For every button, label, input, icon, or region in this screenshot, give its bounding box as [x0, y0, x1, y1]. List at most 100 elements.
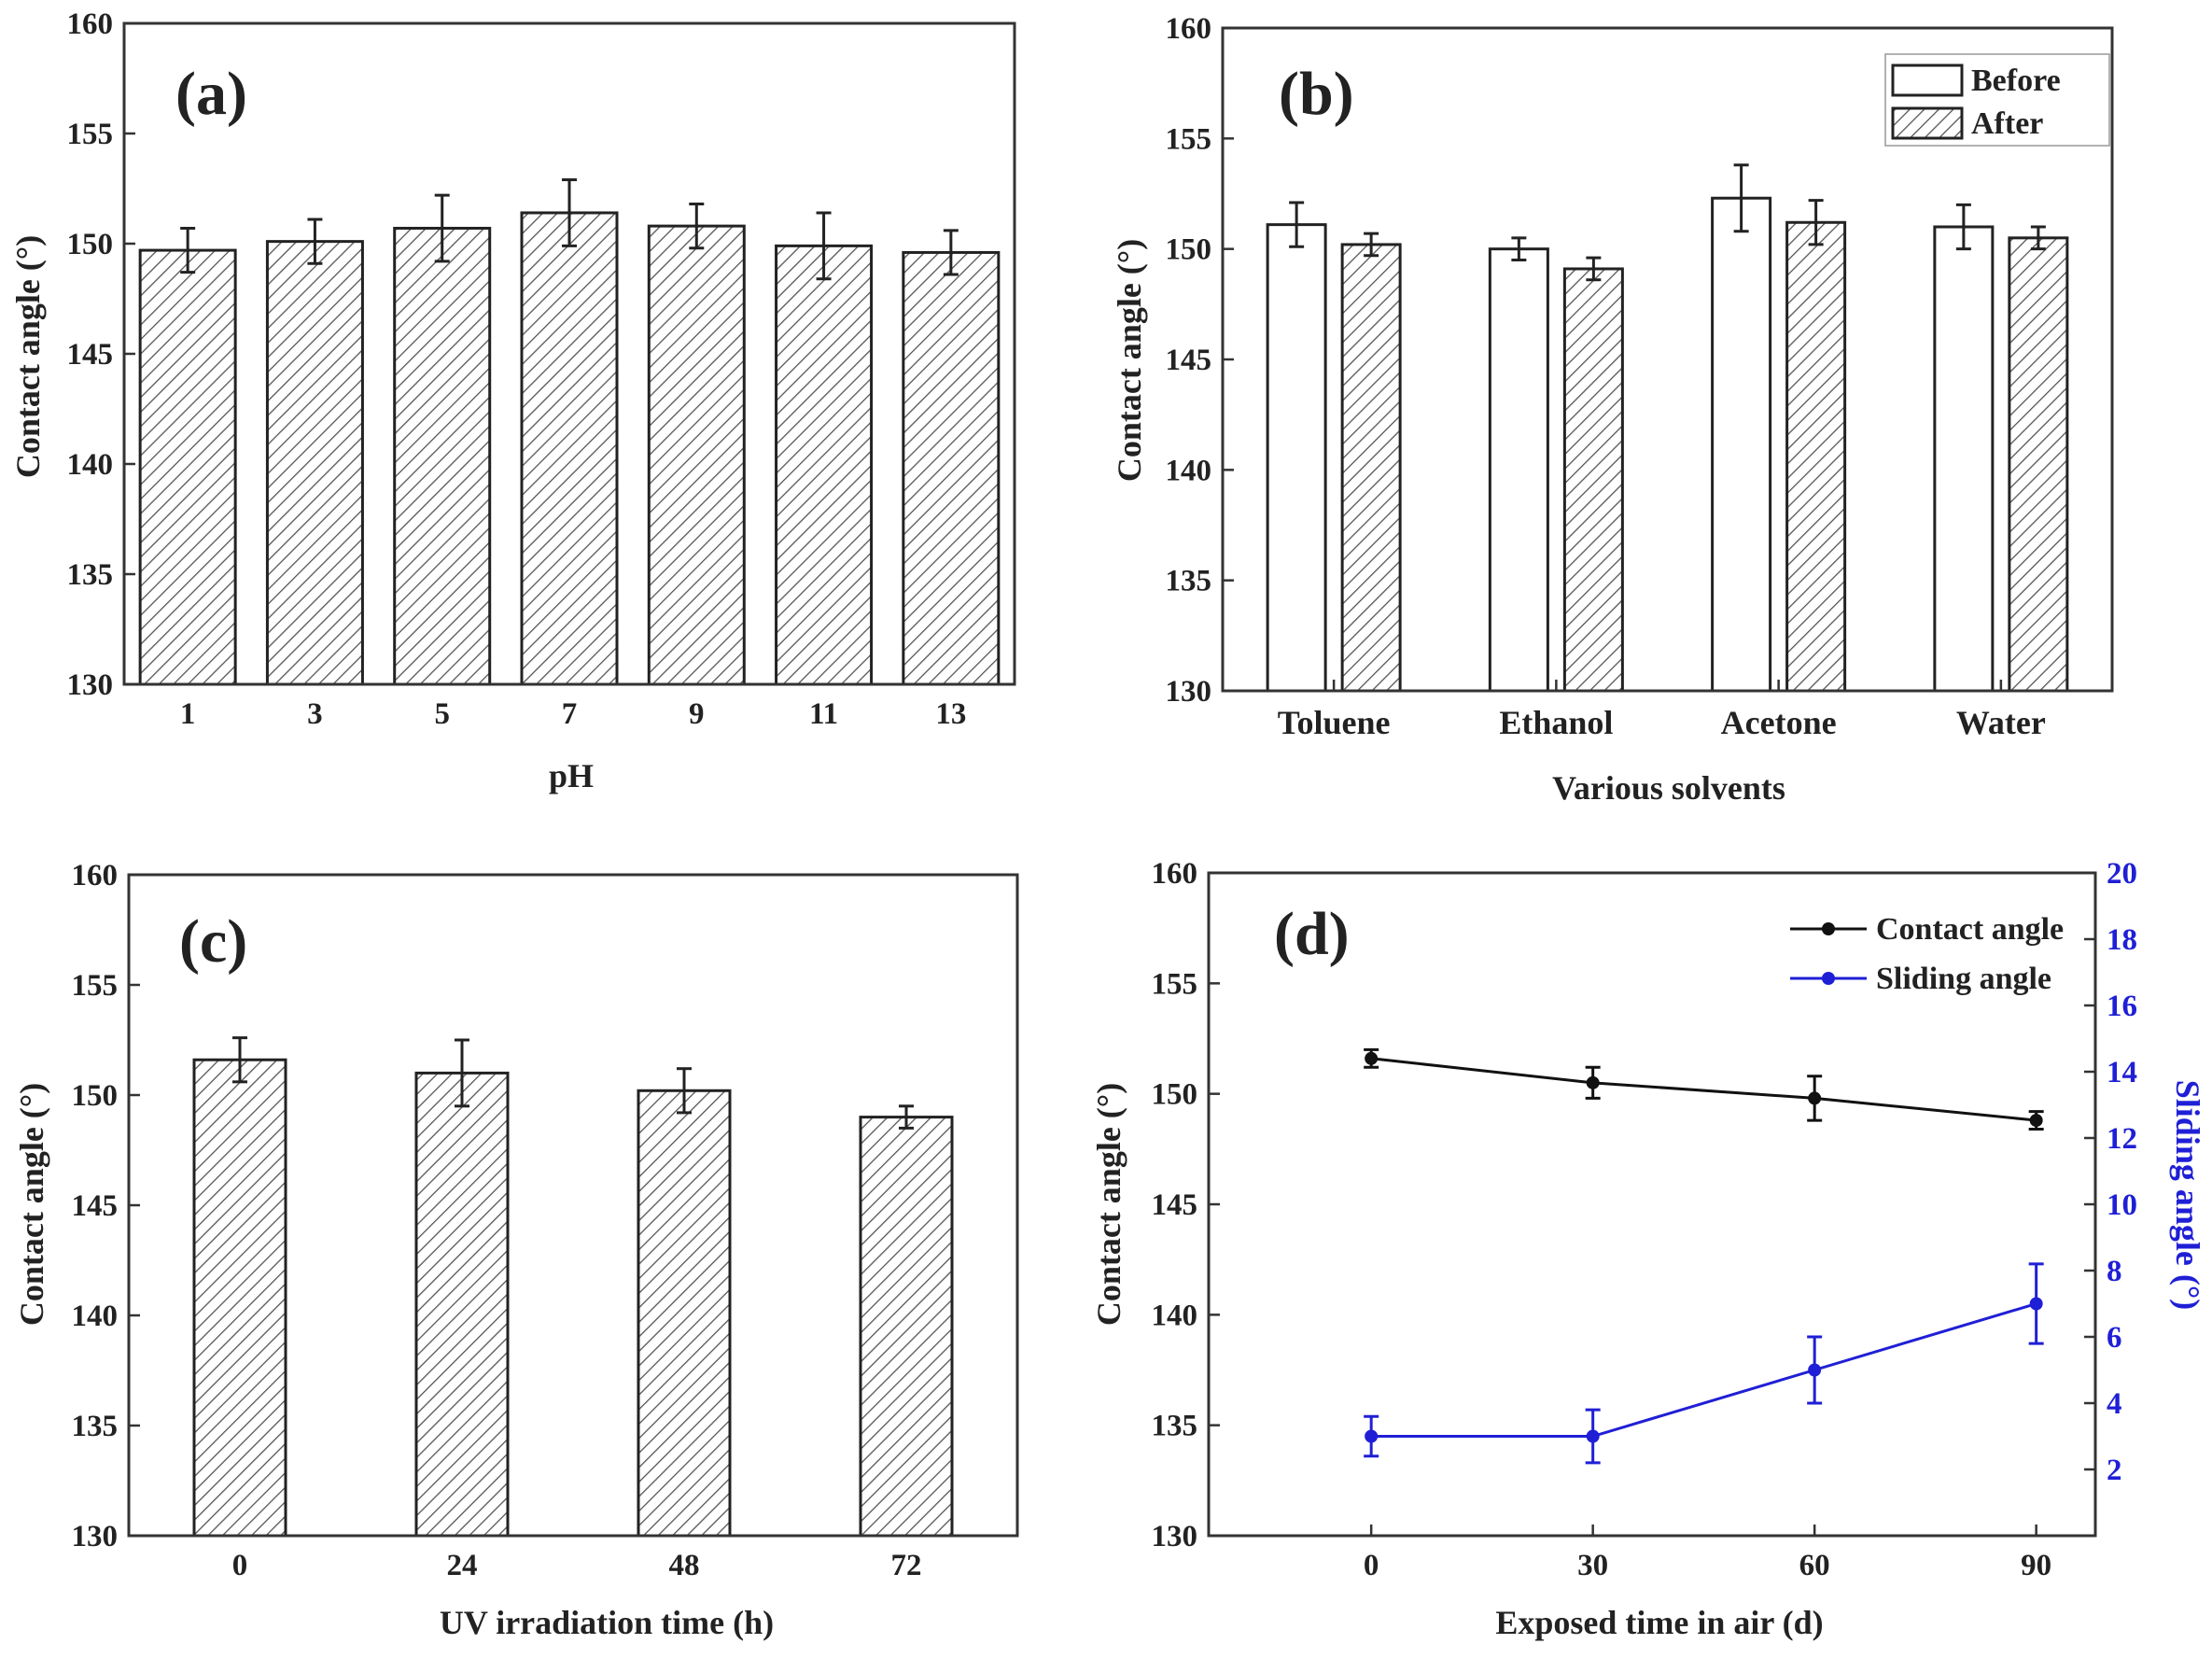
bar: [1562, 267, 1624, 693]
data-point: [1586, 1429, 1600, 1443]
x-tick-label: 72: [891, 1549, 922, 1582]
x-tick-label: 1: [180, 697, 196, 731]
y-tick-label: 135: [72, 1410, 119, 1443]
panel-b-label: (b): [1279, 60, 1354, 128]
y-tick-label: 150: [1166, 233, 1212, 267]
data-point: [2029, 1297, 2043, 1311]
y-tick-label: 155: [1166, 122, 1212, 156]
bar: [1785, 220, 1847, 693]
y-tick-label: 145: [72, 1189, 119, 1223]
panel-d-xlabel: Exposed time in air (d): [1495, 1604, 1823, 1641]
x-tick-label: 11: [809, 697, 838, 731]
panel-c-label: (c): [179, 907, 247, 976]
contact-angle-line: [1371, 1057, 2037, 1122]
plot-frame: [122, 21, 1016, 686]
data-point: [1365, 1051, 1379, 1065]
x-tick-label: 30: [1577, 1549, 1608, 1582]
plot-frame: [1221, 26, 2114, 693]
y-tick-label: 145: [67, 338, 114, 372]
y-tick-label: 150: [1152, 1078, 1198, 1112]
bar: [2008, 236, 2069, 693]
y-tick-label: 130: [1166, 675, 1212, 709]
y2-tick-label: 8: [2107, 1255, 2122, 1288]
y-tick-label: 155: [72, 969, 119, 1003]
y-tick-label: 160: [1166, 12, 1212, 46]
x-tick-label: 0: [1364, 1549, 1379, 1582]
y-tick-label: 135: [67, 558, 114, 592]
y-tick-label: 130: [1152, 1520, 1198, 1553]
bar: [1711, 196, 1772, 693]
y-tick-label: 130: [67, 668, 114, 702]
legend-swatch: [1891, 63, 1964, 97]
plot-frame: [127, 873, 1019, 1538]
y-tick-label: 135: [1152, 1410, 1198, 1443]
panel-b-ylabel: Contact angle (°): [1111, 239, 1148, 482]
panel-a-ylabel: Contact angle (°): [9, 235, 47, 478]
bar: [192, 1058, 287, 1538]
y-tick-label: 155: [67, 118, 114, 151]
data-point: [1808, 1363, 1822, 1377]
x-tick-label: 90: [2021, 1549, 2051, 1582]
panel-d-ylabel: Contact angle (°): [1090, 1083, 1127, 1326]
y2-tick-label: 20: [2107, 857, 2137, 891]
y-tick-label: 135: [1166, 565, 1212, 598]
bar: [393, 226, 492, 686]
bar: [1266, 223, 1327, 693]
bar: [647, 224, 746, 686]
y-tick-label: 140: [67, 448, 114, 482]
sliding-angle-line: [1371, 1302, 2037, 1438]
panel-a-xlabel: pH: [549, 757, 594, 794]
y2-tick-label: 6: [2107, 1321, 2122, 1355]
y-tick-label: 140: [1166, 454, 1212, 487]
legend-swatch: [1891, 106, 1964, 140]
y-tick-label: 145: [1166, 344, 1212, 377]
x-tick-label: 60: [1799, 1549, 1830, 1582]
bar: [138, 248, 237, 686]
panel-d-label: (d): [1274, 900, 1350, 968]
y-tick-label: 155: [1152, 967, 1198, 1001]
y2-tick-label: 4: [2107, 1387, 2122, 1421]
bar: [520, 211, 619, 686]
bar: [1933, 225, 1995, 693]
y-tick-label: 150: [72, 1079, 119, 1113]
legend-marker: [1822, 922, 1835, 935]
x-tick-label: Toluene: [1278, 704, 1391, 741]
x-tick-label: 0: [232, 1549, 248, 1582]
bar: [902, 250, 1001, 686]
y-tick-label: 160: [72, 859, 119, 892]
bar: [265, 240, 364, 686]
y-tick-label: 130: [72, 1520, 119, 1553]
x-tick-label: 48: [669, 1549, 700, 1582]
panel-c-ylabel: Contact angle (°): [13, 1083, 50, 1326]
x-tick-label: 13: [935, 697, 966, 731]
bar: [1488, 247, 1549, 693]
panel-d-y2label: Sliding angle (°): [2169, 1080, 2206, 1310]
y2-tick-label: 2: [2107, 1454, 2122, 1487]
legend-label: Sliding angle: [1876, 962, 2051, 996]
legend-marker: [1822, 972, 1835, 985]
data-point: [2029, 1114, 2043, 1128]
panel-b-xlabel: Various solvents: [1552, 769, 1785, 807]
y2-tick-label: 12: [2107, 1122, 2137, 1156]
data-point: [1808, 1091, 1822, 1105]
y-tick-label: 160: [1152, 857, 1198, 891]
y2-tick-label: 14: [2107, 1056, 2137, 1089]
x-tick-label: 24: [447, 1549, 478, 1582]
y-tick-label: 145: [1152, 1188, 1198, 1222]
bar: [637, 1089, 732, 1538]
panel-c-xlabel: UV irradiation time (h): [440, 1604, 774, 1641]
bar: [414, 1071, 510, 1538]
y2-tick-label: 16: [2107, 990, 2137, 1023]
data-point: [1586, 1075, 1600, 1089]
legend-label: Before: [1971, 63, 2061, 98]
data-point: [1365, 1429, 1379, 1443]
bar: [1340, 243, 1402, 693]
x-tick-label: 9: [689, 697, 705, 731]
bar: [775, 244, 874, 686]
x-tick-label: Water: [1956, 704, 2046, 741]
y-tick-label: 160: [67, 7, 114, 41]
y2-tick-label: 10: [2107, 1188, 2137, 1222]
legend-label: After: [1971, 106, 2043, 141]
